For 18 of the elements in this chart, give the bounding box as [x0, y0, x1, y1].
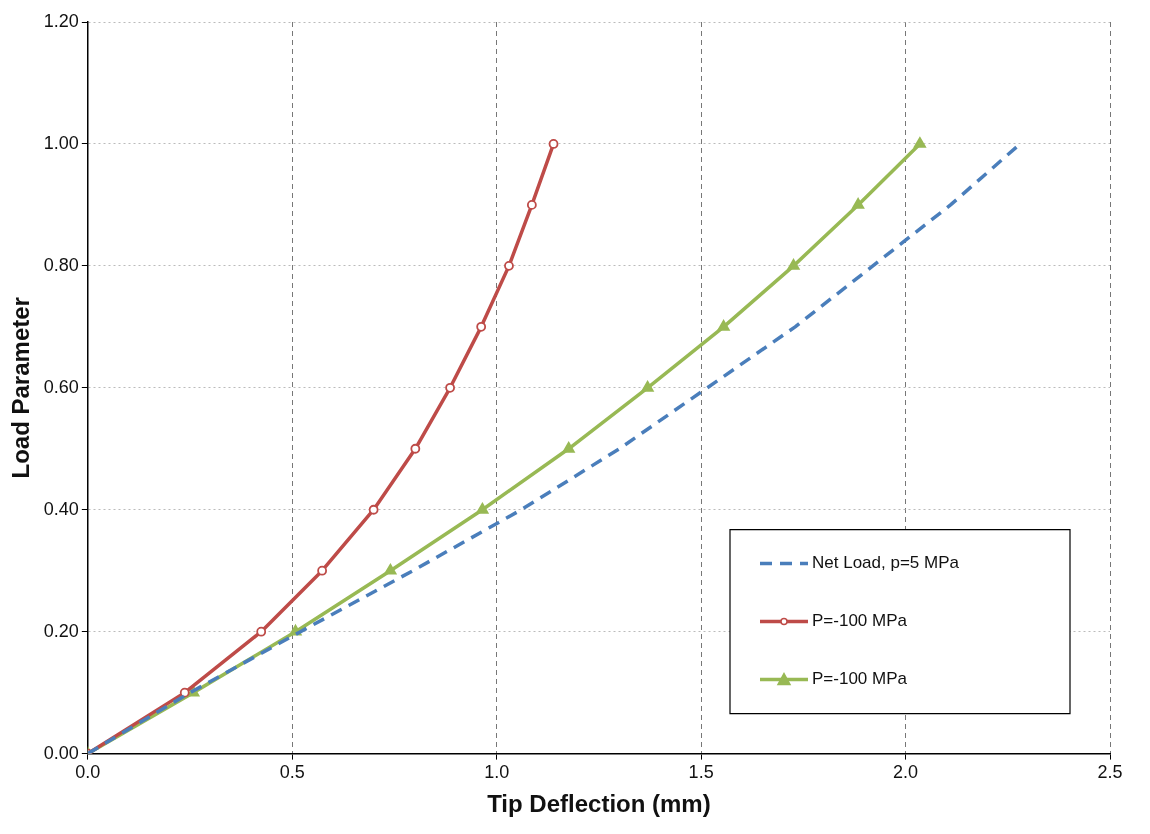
- x-tick-label: 0.0: [75, 762, 101, 783]
- x-tick-label: 1.0: [484, 762, 510, 783]
- x-axis-title: Tip Deflection (mm): [487, 790, 711, 818]
- y-axis-title: Load Parameter: [7, 297, 35, 479]
- y-tick-label: 0.40: [43, 498, 79, 519]
- x-tick-label: 2.5: [1097, 762, 1123, 783]
- x-tick-label: 0.5: [279, 762, 305, 783]
- y-tick-label: 0.80: [43, 254, 79, 275]
- legend-label: Net Load, p=5 MPa: [812, 553, 960, 573]
- legend-label: P=-100 MPa: [812, 611, 908, 631]
- y-tick-label: 0.20: [43, 620, 79, 641]
- y-tick-label: 1.20: [43, 10, 79, 31]
- x-tick-label: 1.5: [688, 762, 714, 783]
- x-tick-label: 2.0: [893, 762, 919, 783]
- legend-label: P=-100 MPa: [812, 669, 908, 689]
- y-tick-label: 0.60: [43, 376, 79, 397]
- y-tick-label: 0.00: [43, 742, 79, 763]
- y-tick-label: 1.00: [43, 132, 79, 153]
